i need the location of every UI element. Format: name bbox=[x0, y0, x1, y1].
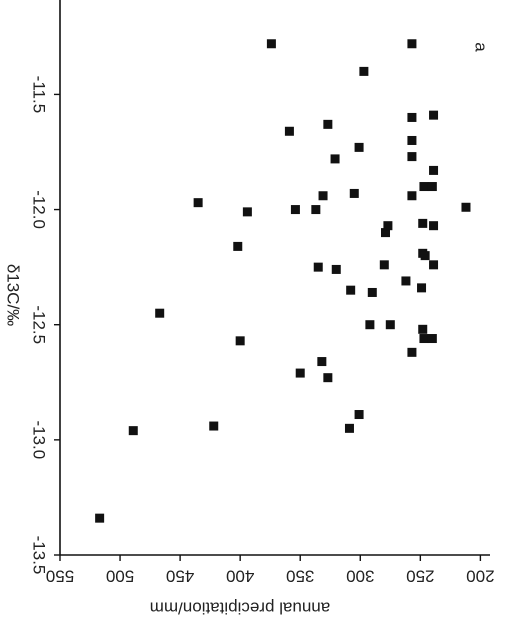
x-tick-label: 500 bbox=[106, 567, 134, 586]
x-tick-label: 550 bbox=[46, 567, 74, 586]
point bbox=[419, 182, 429, 192]
point bbox=[323, 373, 333, 383]
point bbox=[383, 221, 393, 231]
x-tick-label: 200 bbox=[466, 567, 494, 586]
y-tick-label: -12.5 bbox=[30, 305, 49, 344]
point bbox=[365, 320, 375, 330]
point bbox=[419, 334, 429, 344]
x-tick-label: 350 bbox=[286, 567, 314, 586]
point bbox=[266, 39, 276, 49]
y-tick-label: -13.5 bbox=[30, 536, 49, 575]
point bbox=[429, 165, 439, 175]
point bbox=[407, 347, 417, 357]
point bbox=[323, 119, 333, 129]
point bbox=[381, 228, 391, 238]
point bbox=[318, 191, 328, 201]
point bbox=[193, 198, 203, 208]
point bbox=[379, 260, 389, 270]
point bbox=[407, 152, 417, 162]
point bbox=[290, 205, 300, 215]
panel-label: a bbox=[472, 42, 491, 52]
point bbox=[346, 285, 356, 295]
point bbox=[317, 357, 327, 367]
point bbox=[429, 110, 439, 120]
point bbox=[429, 221, 439, 231]
point bbox=[235, 336, 245, 346]
point bbox=[284, 126, 294, 136]
point bbox=[418, 218, 428, 228]
point bbox=[461, 202, 471, 212]
y-tick-label: -11.5 bbox=[30, 76, 49, 114]
point bbox=[295, 368, 305, 378]
x-tick-label: 250 bbox=[406, 567, 434, 586]
y-axis-title: δ13C/‰ bbox=[4, 264, 23, 326]
point bbox=[407, 135, 417, 145]
point bbox=[359, 66, 369, 76]
point bbox=[155, 308, 165, 318]
point bbox=[407, 39, 417, 49]
x-axis-title: annual precipitation/mm bbox=[150, 599, 330, 618]
point bbox=[233, 241, 243, 251]
point bbox=[311, 205, 321, 215]
point bbox=[95, 513, 105, 523]
point bbox=[209, 421, 219, 431]
x-tick-label: 300 bbox=[346, 567, 374, 586]
point bbox=[429, 260, 439, 270]
point bbox=[420, 251, 430, 261]
point bbox=[367, 287, 377, 297]
point bbox=[354, 142, 364, 152]
y-tick-label: -13.0 bbox=[30, 420, 49, 459]
point bbox=[427, 182, 437, 192]
point bbox=[401, 276, 411, 286]
point bbox=[242, 207, 252, 217]
point bbox=[128, 426, 138, 436]
point bbox=[313, 262, 323, 272]
point bbox=[331, 264, 341, 274]
point bbox=[354, 410, 364, 420]
point bbox=[330, 154, 340, 164]
point bbox=[427, 334, 437, 344]
y-tick-label: -12.0 bbox=[30, 190, 49, 229]
point bbox=[417, 283, 427, 293]
x-tick-label: 450 bbox=[166, 567, 194, 586]
point bbox=[407, 112, 417, 122]
point bbox=[418, 324, 428, 334]
x-tick-label: 400 bbox=[226, 567, 254, 586]
point bbox=[344, 423, 354, 433]
point bbox=[407, 191, 417, 201]
point bbox=[349, 188, 359, 198]
point bbox=[385, 320, 395, 330]
